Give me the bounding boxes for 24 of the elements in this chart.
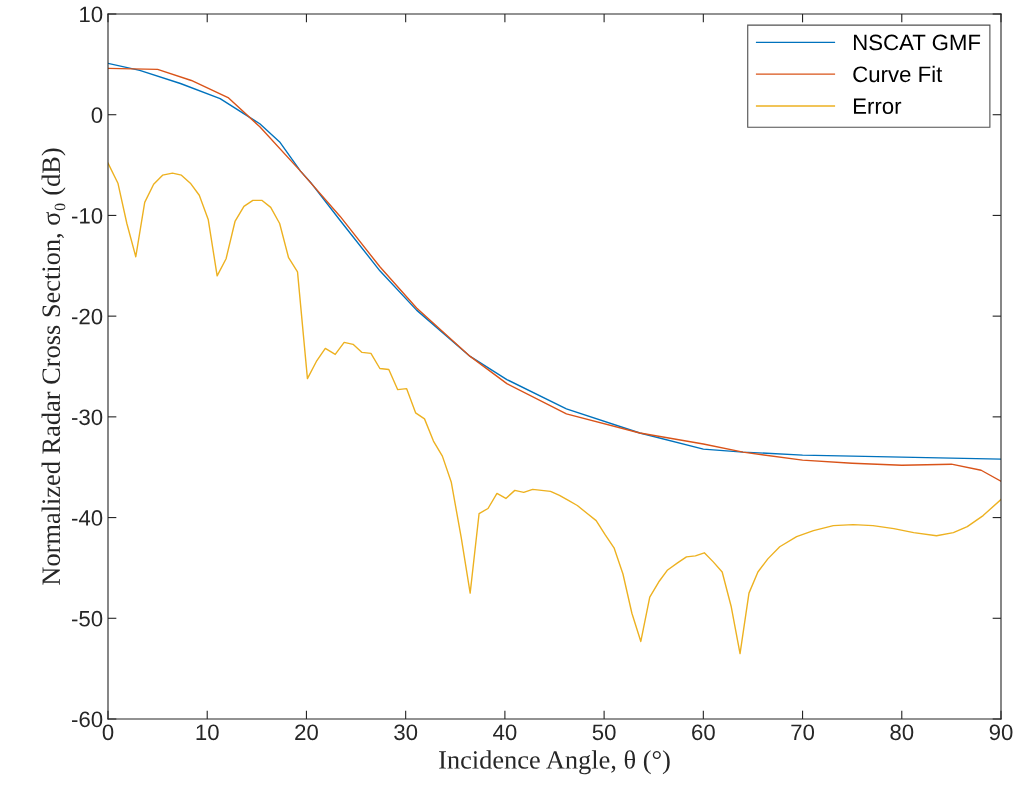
legend-label: Error xyxy=(853,98,902,114)
x-tick-label: 10 xyxy=(196,724,219,741)
y-tick-label: -30 xyxy=(72,409,103,426)
x-tick-label: 40 xyxy=(493,724,517,741)
legend-label: NSCAT GMF xyxy=(853,34,981,51)
x-tick-label: 50 xyxy=(592,724,616,741)
y-tick-label: 10 xyxy=(80,6,103,23)
line-series xyxy=(108,162,1001,655)
x-tick-label: 60 xyxy=(692,724,715,741)
y-tick-label: -50 xyxy=(72,610,103,627)
x-axis-title: Incidence Angle, θ (°) xyxy=(439,750,670,775)
x-tick-label: 0 xyxy=(102,724,114,741)
y-axis-title: Normalized Radar Cross Section, σ₀ (dB) xyxy=(41,148,66,585)
y-tick-label: -40 xyxy=(72,510,103,526)
y-tick-label: -10 xyxy=(72,207,103,224)
legend-label: Curve Fit xyxy=(853,65,943,83)
x-tick-label: 80 xyxy=(890,724,914,741)
x-tick-label: 70 xyxy=(791,724,815,741)
y-tick-label: 0 xyxy=(91,107,103,123)
y-tick-label: -20 xyxy=(72,308,103,325)
y-tick-label: -60 xyxy=(72,711,103,728)
x-tick-label: 30 xyxy=(394,724,418,741)
x-tick-label: 90 xyxy=(989,724,1013,741)
x-tick-label: 20 xyxy=(295,724,318,741)
